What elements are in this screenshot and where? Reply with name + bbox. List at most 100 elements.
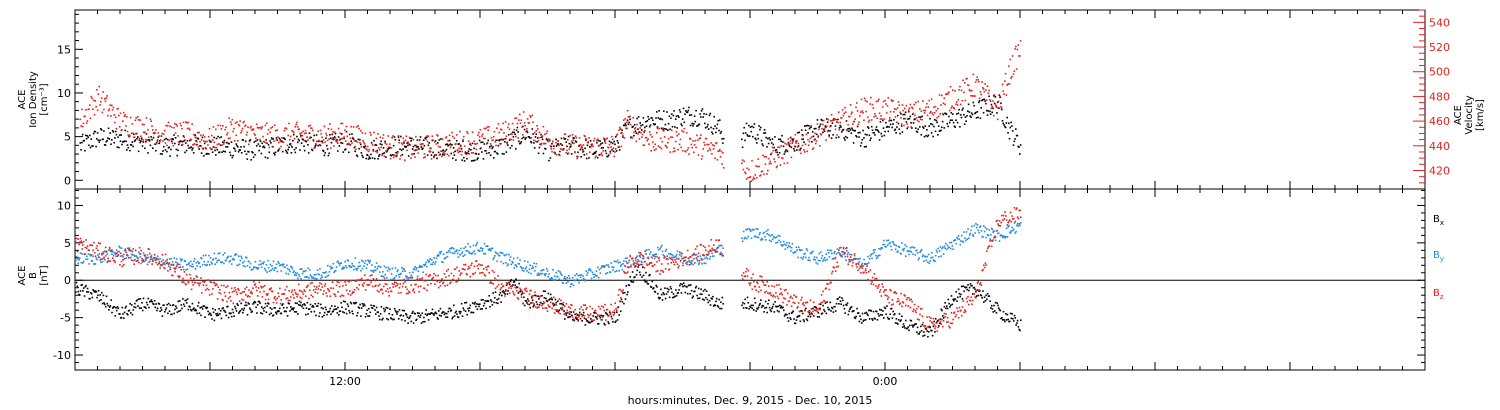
density-point (396, 151, 399, 153)
by-point (116, 251, 119, 253)
velocity-point (563, 137, 565, 139)
bx-point (720, 301, 722, 303)
density-point (311, 149, 314, 152)
density-point (668, 115, 671, 117)
by-point (968, 237, 970, 240)
density-point (446, 143, 449, 145)
density-point (463, 156, 465, 159)
density-point (959, 126, 961, 128)
by-point (877, 254, 880, 257)
by-point (897, 250, 899, 252)
by-point (573, 279, 576, 282)
by-point (901, 242, 903, 244)
velocity-point (691, 146, 693, 149)
velocity-point (845, 128, 848, 131)
by-point (375, 269, 377, 272)
velocity-point (411, 153, 414, 156)
density-point (894, 128, 897, 131)
velocity-point (549, 144, 552, 147)
density-point (484, 150, 486, 152)
by-point (89, 253, 91, 256)
bx-point (330, 313, 332, 315)
velocity-point (504, 138, 506, 140)
bx-point (455, 310, 457, 313)
velocity-point (908, 107, 911, 109)
bx-point (356, 314, 358, 317)
by-point (82, 262, 84, 264)
bx-point (408, 316, 411, 319)
by-point (625, 260, 628, 263)
bx-point (790, 318, 792, 321)
density-point (131, 141, 134, 143)
velocity-point (438, 154, 441, 156)
density-point (607, 155, 609, 158)
density-point (342, 151, 345, 153)
density-point (665, 128, 667, 130)
by-point (342, 267, 345, 270)
velocity-point (585, 153, 588, 155)
by-point (76, 258, 79, 260)
bx-point (681, 283, 683, 286)
density-point (761, 143, 764, 145)
bx-point (401, 319, 403, 321)
bx-point (352, 312, 354, 315)
velocity-point (337, 127, 340, 130)
by-point (634, 259, 637, 262)
bx-point (670, 287, 672, 290)
bx-point (884, 307, 887, 310)
velocity-point (838, 129, 841, 131)
velocity-point (860, 98, 863, 101)
density-point (317, 144, 319, 147)
by-point (603, 266, 605, 268)
bx-point (998, 308, 1001, 311)
bx-point (842, 299, 844, 302)
density-point (504, 141, 506, 143)
velocity-point (276, 129, 278, 131)
density-point (973, 104, 975, 107)
bx-point (300, 301, 302, 304)
density-point (581, 148, 584, 151)
density-point (337, 150, 339, 152)
bx-point (614, 321, 616, 323)
density-point (800, 129, 803, 131)
density-point (784, 151, 786, 153)
density-point (491, 147, 493, 150)
by-point (873, 251, 876, 254)
velocity-point (743, 160, 745, 163)
by-point (249, 266, 251, 269)
by-point (790, 250, 792, 252)
bx-point (407, 322, 409, 324)
by-point (416, 275, 419, 278)
by-point (507, 263, 509, 265)
density-point (150, 136, 152, 138)
bx-point (148, 306, 150, 309)
velocity-point (978, 80, 980, 83)
by-point (880, 247, 883, 249)
bx-point (307, 313, 309, 315)
by-point (671, 254, 674, 256)
by-point (523, 270, 525, 272)
bx-point (916, 331, 918, 333)
by-point (179, 263, 181, 266)
by-point (448, 249, 450, 252)
by-point (522, 267, 524, 269)
velocity-point (564, 133, 567, 135)
velocity-point (553, 145, 556, 147)
density-point (285, 149, 287, 152)
density-point (348, 151, 350, 154)
velocity-point (381, 154, 383, 157)
velocity-point (330, 128, 333, 131)
velocity-point (178, 142, 181, 144)
velocity-point (991, 105, 993, 108)
density-point (585, 139, 587, 141)
bx-point (82, 290, 84, 292)
velocity-point (708, 147, 711, 150)
density-point (702, 116, 704, 118)
velocity-point (656, 127, 659, 130)
bx-point (846, 302, 849, 304)
velocity-point (202, 134, 204, 136)
by-point (86, 258, 89, 261)
bx-point (394, 310, 397, 312)
bx-point (712, 295, 714, 298)
by-point (376, 267, 379, 270)
